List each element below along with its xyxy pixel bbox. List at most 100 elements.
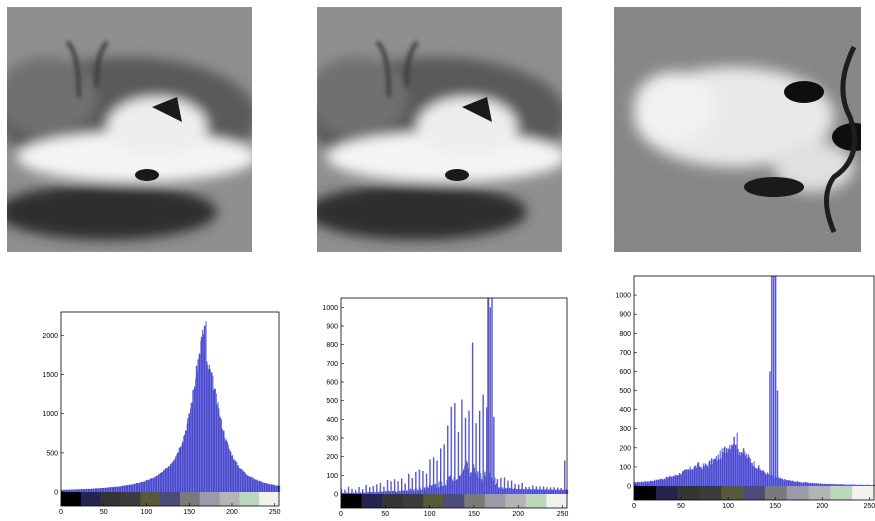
bar <box>534 489 536 494</box>
bar <box>90 488 92 492</box>
bar <box>73 489 75 492</box>
bar <box>758 465 760 486</box>
bar <box>685 469 688 486</box>
bar <box>848 484 850 486</box>
bar <box>492 480 494 494</box>
bar <box>141 481 143 492</box>
bar <box>783 480 785 486</box>
bar <box>811 482 814 486</box>
bar <box>84 489 87 492</box>
bar <box>727 452 729 486</box>
bar <box>203 326 205 492</box>
bar <box>822 484 824 486</box>
bar <box>482 394 484 494</box>
bar <box>72 489 74 492</box>
bar <box>415 471 417 494</box>
bar <box>779 477 782 486</box>
bar <box>122 485 124 492</box>
bar <box>267 483 269 492</box>
bar <box>348 492 351 494</box>
bar <box>495 484 497 494</box>
bar <box>817 483 819 486</box>
xray-image-1 <box>7 7 252 252</box>
bar <box>358 487 360 494</box>
bar <box>851 484 853 486</box>
bar <box>96 488 99 492</box>
bar <box>61 489 64 492</box>
x-tick-label: 100 <box>722 503 734 510</box>
bar <box>675 475 677 486</box>
bar <box>555 489 557 494</box>
bar <box>416 488 418 494</box>
bar <box>752 465 754 486</box>
bar <box>259 480 261 492</box>
bar <box>164 469 166 492</box>
bar <box>421 490 423 494</box>
bar <box>684 469 687 486</box>
bar <box>671 476 673 486</box>
bar <box>554 489 556 494</box>
bar <box>380 491 383 494</box>
bar <box>347 492 349 494</box>
colorbar-segment <box>808 486 831 500</box>
bar <box>344 489 346 494</box>
bar <box>135 483 137 492</box>
axes-frame <box>340 297 568 509</box>
bar <box>857 484 859 486</box>
colorbar-segment <box>239 492 260 506</box>
bar <box>61 489 63 492</box>
bar <box>853 484 855 486</box>
bar <box>379 482 382 494</box>
bar <box>222 431 224 492</box>
bar <box>829 484 832 486</box>
bar <box>111 487 113 492</box>
bar <box>506 487 508 494</box>
bar <box>660 478 662 486</box>
bar <box>271 484 273 492</box>
bar <box>204 325 206 492</box>
bar <box>535 489 537 494</box>
bar <box>716 460 719 486</box>
bar <box>729 445 731 486</box>
bar <box>869 485 871 486</box>
bar <box>728 448 730 486</box>
bar <box>184 430 187 492</box>
bar <box>712 464 714 486</box>
bar <box>838 484 840 486</box>
bar <box>370 491 372 494</box>
bar <box>351 488 353 494</box>
bar <box>843 484 846 486</box>
bar <box>491 298 493 494</box>
bar <box>255 479 258 492</box>
bar <box>417 490 419 494</box>
bar <box>364 492 367 494</box>
bar <box>261 481 263 492</box>
histogram-1: 0 50 100 150 200 250 0 500 1000 1500 2000 <box>42 311 281 516</box>
bar <box>481 481 484 494</box>
bar <box>714 458 716 486</box>
bar <box>855 484 857 486</box>
bar <box>564 460 566 494</box>
bar <box>405 491 407 494</box>
bar <box>363 492 365 494</box>
bar <box>398 490 400 494</box>
bar <box>455 480 457 494</box>
bar <box>777 390 779 486</box>
xray-image-3 <box>614 7 861 252</box>
bar <box>235 461 237 492</box>
bar <box>733 436 736 486</box>
bar <box>689 466 691 486</box>
bar <box>425 489 427 494</box>
bar <box>546 487 548 494</box>
bar <box>359 492 361 494</box>
bar <box>812 483 815 486</box>
bar <box>688 469 690 486</box>
bar <box>243 471 245 492</box>
bar <box>161 471 164 492</box>
bar <box>243 471 246 492</box>
bar <box>860 484 863 486</box>
bar <box>218 408 220 492</box>
bar <box>550 487 552 494</box>
bar <box>717 454 720 486</box>
bar <box>677 475 679 486</box>
